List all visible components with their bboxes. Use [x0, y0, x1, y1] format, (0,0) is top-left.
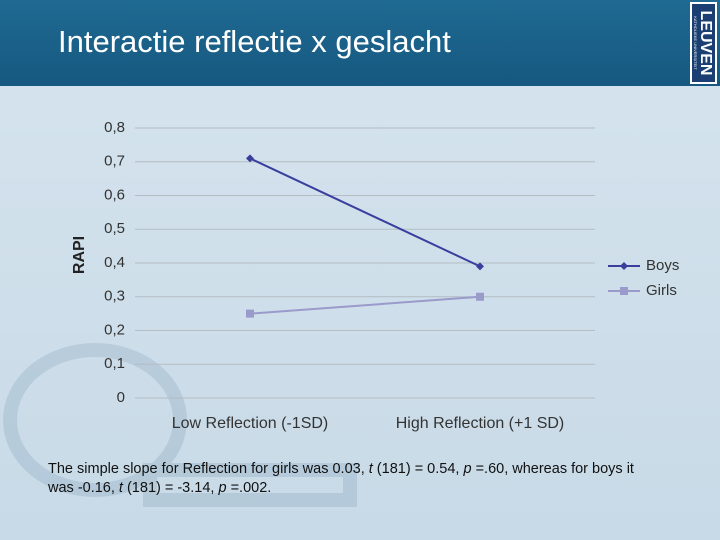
marker [246, 309, 254, 318]
caption-text: (181) = -3.14, [122, 480, 219, 496]
y-tick-label: 0,1 [104, 355, 125, 372]
legend-label: Boys [646, 257, 679, 274]
y-tick-label: 0,2 [104, 321, 125, 338]
caption-text: t [118, 480, 123, 496]
caption-text: p [218, 480, 227, 496]
legend-marker [620, 287, 628, 295]
y-tick-label: 0,4 [104, 254, 125, 271]
y-tick-label: 0,7 [104, 153, 125, 170]
logo-main: LEUVEN [697, 11, 714, 76]
series-line [249, 157, 481, 268]
x-tick-label: Low Reflection (-1SD) [172, 415, 329, 432]
y-tick-label: 0,5 [104, 220, 125, 237]
watermark [3, 343, 357, 507]
y-axis-label: RAPI [71, 236, 88, 274]
logo-inner [692, 4, 715, 82]
y-tick-label: 0,3 [104, 288, 125, 305]
caption-text: The simple slope for Reflection for girl… [48, 461, 369, 477]
slide-title: Interactie reflectie x geslacht [58, 24, 451, 59]
legend-label: Girls [646, 282, 677, 299]
marker [476, 292, 484, 301]
x-tick-label: High Reflection (+1 SD) [396, 415, 565, 432]
logo-sub: KATHOLIEKE UNIVERSITEIT [693, 16, 698, 70]
caption-text: t [368, 461, 373, 477]
marker [246, 154, 254, 163]
y-tick-label: 0,6 [104, 186, 125, 203]
caption-text: =.60, whereas for boys it was -0.16, [48, 461, 634, 496]
header [0, 0, 720, 86]
caption-text: (181) = 0.54, [372, 461, 464, 477]
caption-text: =.002. [226, 480, 272, 496]
y-tick-label: 0,8 [104, 119, 125, 136]
marker [476, 262, 484, 271]
caption: The simple slope for Reflection for girl… [48, 460, 658, 498]
y-tick-label: 0 [117, 389, 125, 406]
legend-marker [620, 262, 628, 270]
series-line [249, 295, 481, 315]
caption-text: p [463, 461, 472, 477]
